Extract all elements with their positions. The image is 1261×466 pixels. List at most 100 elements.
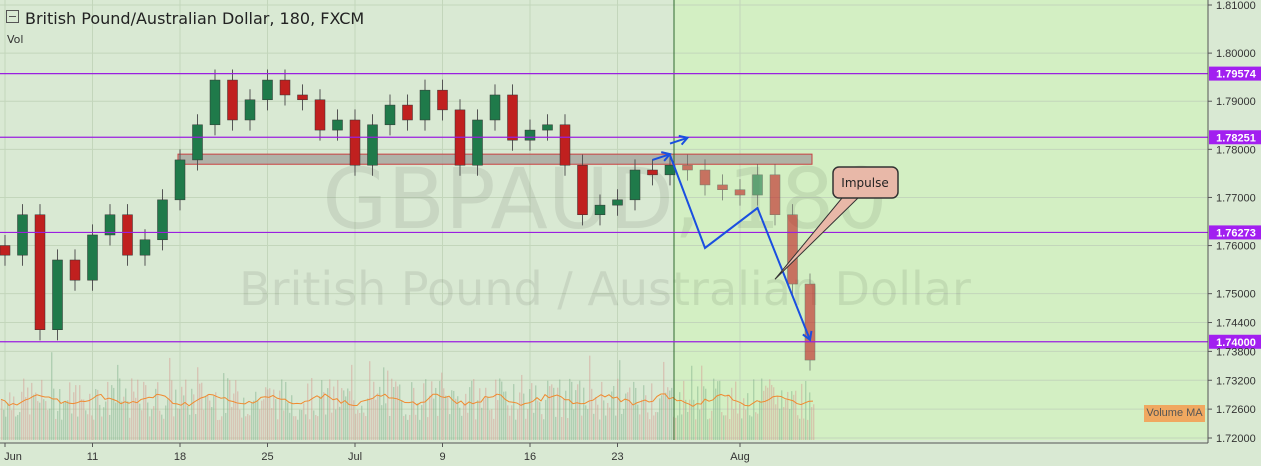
volume-bar: [7, 402, 9, 440]
candle-body: [104, 214, 116, 236]
volume-bar: [229, 380, 231, 440]
volume-bar: [119, 378, 121, 440]
volume-indicator-label: Vol: [7, 33, 24, 46]
volume-bar: [667, 387, 669, 440]
volume-bar: [609, 407, 611, 440]
volume-bar: [141, 410, 143, 440]
volume-bar: [187, 405, 189, 440]
candle-body: [384, 104, 396, 126]
volume-bar: [465, 393, 467, 440]
volume-bar: [225, 412, 227, 440]
volume-bar: [629, 387, 631, 440]
volume-bar: [799, 418, 801, 440]
volume-bar: [109, 414, 111, 440]
candle-body: [52, 259, 63, 330]
volume-bar: [75, 385, 77, 440]
arrow-head-icon: [661, 151, 672, 162]
volume-bar: [501, 381, 503, 440]
volume-bar: [795, 390, 797, 440]
volume-bar: [245, 416, 247, 440]
volume-bar: [279, 390, 281, 440]
volume-bar: [669, 390, 671, 440]
candle-body: [769, 174, 781, 216]
volume-bar: [679, 392, 681, 440]
candle-body: [594, 204, 606, 216]
volume-bar: [191, 388, 193, 440]
watermark-description: British Pound / Australian Dollar: [239, 262, 971, 316]
volume-bar: [603, 400, 605, 440]
volume-bar: [553, 387, 555, 440]
volume-bar: [213, 396, 215, 440]
volume-bar: [271, 408, 273, 440]
volume-bar: [321, 380, 323, 440]
volume-bar: [281, 379, 283, 440]
volume-bar: [789, 408, 791, 440]
volume-bar: [327, 388, 329, 440]
volume-bar: [543, 419, 545, 440]
volume-bar: [193, 394, 195, 440]
volume-bar: [97, 389, 99, 440]
volume-bar: [567, 418, 569, 440]
level-label-bg: [1209, 334, 1261, 349]
volume-bar: [297, 419, 299, 440]
candle: [174, 149, 186, 211]
volume-bar: [15, 416, 17, 440]
volume-bar: [51, 352, 53, 440]
volume-bar: [301, 409, 303, 440]
candle: [314, 89, 326, 141]
volume-bar: [115, 402, 117, 440]
volume-bar: [551, 384, 553, 440]
volume-bar: [781, 390, 783, 440]
volume-bar: [695, 419, 697, 440]
volume-bar: [607, 402, 609, 440]
volume-bar: [337, 380, 339, 440]
volume-bar: [421, 405, 423, 440]
candle-body: [542, 124, 553, 131]
volume-bar: [361, 405, 363, 440]
volume-bar: [149, 416, 151, 440]
volume-bar: [513, 384, 515, 440]
volume-bar: [319, 396, 321, 440]
volume-bar: [431, 381, 433, 440]
trend-arrow: [669, 136, 688, 145]
volume-bar: [293, 416, 295, 440]
volume-bar: [577, 384, 579, 440]
volume-bar: [627, 392, 629, 440]
volume-ma-label: Volume MA: [1144, 405, 1205, 422]
candle: [489, 84, 501, 131]
volume-bar: [359, 412, 361, 440]
volume-bar: [295, 416, 297, 440]
volume-bar: [19, 412, 21, 440]
volume-bar: [133, 391, 135, 440]
volume-bar: [399, 384, 401, 440]
volume-bar: [291, 395, 293, 440]
volume-bar: [561, 417, 563, 440]
volume-bar: [131, 378, 133, 440]
volume-bar: [483, 399, 485, 440]
volume-bar: [657, 412, 659, 440]
callout-text: Impulse: [841, 176, 888, 190]
volume-bar: [47, 410, 49, 440]
volume-bar: [805, 380, 807, 440]
collapse-icon[interactable]: [6, 10, 19, 23]
volume-bar: [601, 381, 603, 440]
volume-bar: [735, 381, 737, 440]
candle-body: [349, 119, 361, 166]
volume-bar: [663, 361, 665, 440]
volume-bar: [267, 389, 269, 440]
volume-bar: [445, 395, 447, 440]
volume-bar: [499, 378, 501, 440]
candle-body: [0, 245, 11, 256]
volume-bar: [169, 357, 171, 440]
volume-bar: [631, 403, 633, 440]
volume-bar: [381, 405, 383, 440]
volume-bar: [685, 399, 687, 440]
volume-bar: [723, 415, 725, 440]
volume-bar: [683, 380, 685, 440]
volume-bar: [127, 401, 129, 440]
volume-bar: [323, 392, 325, 440]
candle-body: [87, 234, 98, 281]
trend-arrow: [669, 154, 811, 341]
volume-bar: [113, 387, 115, 440]
